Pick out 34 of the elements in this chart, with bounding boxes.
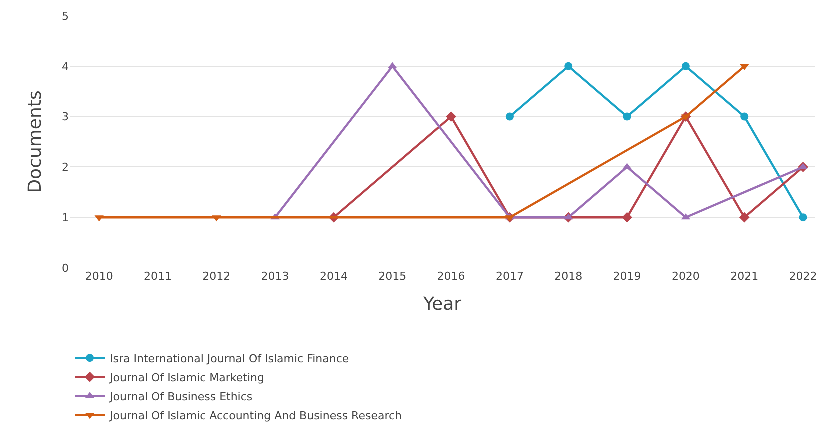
- x-tick-label: 2022: [789, 270, 818, 283]
- x-tick-label: 2020: [672, 270, 700, 283]
- x-tick-label: 2015: [378, 270, 407, 283]
- point: [506, 112, 514, 121]
- point: [622, 212, 632, 223]
- point: [739, 212, 750, 223]
- x-tick-label: 2021: [730, 270, 759, 283]
- y-axis-title: Documents: [25, 90, 46, 194]
- y-tick-label: 3: [62, 110, 69, 124]
- point: [564, 62, 573, 70]
- legend-label: Journal Of Islamic Marketing: [109, 371, 264, 384]
- y-tick-label: 2: [62, 161, 69, 174]
- point: [623, 112, 632, 121]
- y-tick-label: 0: [62, 262, 69, 275]
- x-tick-label: 2019: [613, 270, 642, 283]
- y-tick-label: 4: [62, 60, 69, 74]
- x-tick-label: 2014: [320, 270, 348, 283]
- y-tick-label: 1: [62, 211, 69, 224]
- x-tick-label: 2017: [496, 270, 524, 283]
- x-tick-label: 2016: [437, 270, 466, 283]
- legend-label: Journal Of Business Ethics: [109, 390, 253, 404]
- y-tick-label: 5: [62, 10, 69, 23]
- x-tick-label: 2011: [144, 270, 172, 283]
- x-tick-label: 2010: [85, 270, 114, 283]
- x-tick-label: 2013: [261, 270, 290, 283]
- x-axis-title: Year: [422, 294, 462, 316]
- legend-label: Isra International Journal Of Islamic Finance: [110, 352, 350, 366]
- x-tick-label: 2018: [554, 270, 583, 283]
- x-tick-label: 2012: [202, 270, 231, 283]
- point: [446, 112, 456, 122]
- point: [740, 112, 749, 121]
- point: [682, 62, 690, 70]
- legend-label: Journal Of Islamic Accounting And Business Research: [109, 409, 402, 422]
- point: [799, 214, 808, 222]
